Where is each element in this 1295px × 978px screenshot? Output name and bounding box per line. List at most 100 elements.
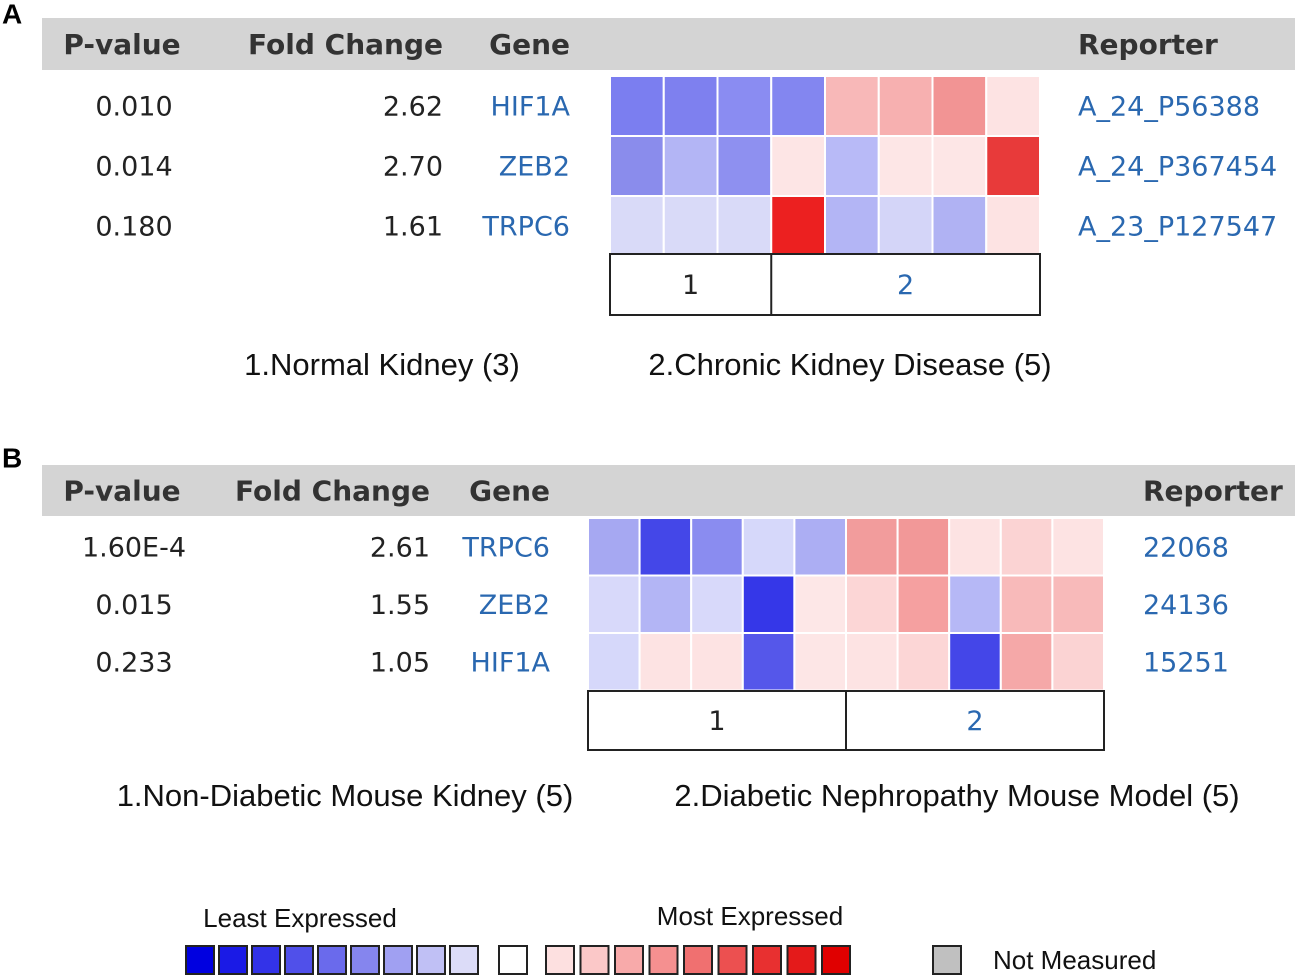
heatmap-cell (999, 517, 1054, 577)
legend-swatch (545, 945, 575, 975)
legend-swatch (579, 945, 610, 975)
legend-swatch (383, 945, 413, 975)
legend-swatch (317, 945, 347, 975)
heatmap-cell (770, 75, 826, 137)
legend-swatch (498, 945, 528, 975)
heatmap-cell (662, 75, 719, 137)
heatmap-cell (877, 75, 934, 137)
heatmap-cell (587, 632, 641, 692)
p-value: 0.180 (95, 212, 172, 243)
fold-change: 1.55 (370, 590, 430, 621)
legend-swatch (350, 945, 380, 975)
reporter: 15251 (1143, 647, 1229, 678)
heatmap-cell (662, 195, 719, 257)
heatmap-cell (824, 195, 880, 257)
heatmap-cell (999, 632, 1054, 692)
header-reporter: Reporter (1078, 28, 1218, 61)
reporter: A_24_P367454 (1078, 152, 1277, 183)
legend-swatch (614, 945, 644, 975)
heatmap-cell (824, 135, 880, 197)
header-p-value: P-value (63, 475, 180, 508)
fold-change: 1.05 (370, 647, 430, 678)
heatmap-cell (845, 632, 899, 692)
heatmap-cell (824, 75, 880, 137)
fold-change: 2.70 (383, 152, 443, 183)
p-value: 0.014 (95, 152, 172, 183)
heatmap-cell (662, 135, 719, 197)
p-value: 0.015 (95, 590, 172, 621)
gene: HIF1A (491, 92, 571, 123)
header-p-value: P-value (63, 28, 180, 61)
p-value: 0.233 (95, 647, 172, 678)
group-label: 2 (966, 706, 983, 737)
heatmap-cell (948, 517, 1002, 577)
legend-swatch (449, 945, 479, 975)
group-box (609, 253, 1041, 316)
heatmap-cell (999, 574, 1054, 634)
caption: 2.Chronic Kidney Disease (5) (648, 347, 1051, 382)
fold-change: 2.61 (370, 532, 430, 563)
header-gene: Gene (469, 475, 550, 508)
legend-least: Least Expressed (203, 903, 397, 933)
reporter: 24136 (1143, 590, 1229, 621)
heatmap-cell (793, 632, 848, 692)
legend-swatch (717, 945, 748, 975)
heatmap-cell (609, 195, 665, 257)
heatmap-cell (931, 135, 988, 197)
heatmap-cell (770, 135, 826, 197)
group-label: 2 (897, 270, 914, 301)
header-bar (42, 18, 1295, 70)
heatmap-cell (845, 517, 899, 577)
heatmap-cell (690, 574, 744, 634)
heatmap-cell (638, 517, 693, 577)
header-fold-change: Fold Change (248, 28, 443, 61)
heatmap-cell (741, 517, 796, 577)
heatmap-cell (690, 517, 744, 577)
heatmap-cell (587, 574, 641, 634)
group-label: 1 (708, 706, 725, 737)
legend-not-measured: Not Measured (993, 945, 1156, 975)
heatmap-cell (793, 517, 848, 577)
heatmap-cell (638, 574, 693, 634)
gene: ZEB2 (479, 590, 550, 621)
header-gene: Gene (489, 28, 570, 61)
legend-swatch (648, 945, 679, 975)
heatmap-cell (896, 632, 951, 692)
heatmap-cell (638, 632, 693, 692)
heatmap-cell (985, 135, 1041, 197)
heatmap-cell (948, 574, 1002, 634)
legend-swatch (821, 945, 851, 975)
heatmap-cell (609, 135, 665, 197)
caption: 1.Normal Kidney (3) (244, 347, 520, 382)
heatmap-cell (587, 517, 641, 577)
header-reporter: Reporter (1143, 475, 1283, 508)
fold-change: 2.62 (383, 92, 443, 123)
gene: TRPC6 (481, 212, 570, 243)
heatmap-cell (948, 632, 1002, 692)
p-value: 1.60E-4 (82, 532, 186, 563)
legend-swatch (218, 945, 248, 975)
heatmap-cell (985, 195, 1041, 257)
gene: TRPC6 (461, 532, 550, 563)
heatmap-cell (609, 75, 665, 137)
heatmap-cell (770, 195, 826, 257)
group-label: 1 (682, 270, 699, 301)
reporter: A_24_P56388 (1078, 92, 1260, 123)
heatmap-cell (741, 574, 796, 634)
heatmap-cell (716, 195, 773, 257)
panel-label: A (2, 0, 22, 29)
legend-swatch (932, 945, 962, 975)
fold-change: 1.61 (383, 212, 443, 243)
legend-swatch (251, 945, 281, 975)
heatmap-cell (931, 75, 988, 137)
caption: 2.Diabetic Nephropathy Mouse Model (5) (674, 778, 1239, 813)
heatmap-cell (690, 632, 744, 692)
heatmap-cell (877, 135, 934, 197)
heatmap-cell (896, 517, 951, 577)
panel-label: B (2, 442, 22, 473)
heatmap-cell (896, 574, 951, 634)
gene: ZEB2 (499, 152, 570, 183)
reporter: A_23_P127547 (1078, 212, 1277, 243)
heatmap-cell (741, 632, 796, 692)
